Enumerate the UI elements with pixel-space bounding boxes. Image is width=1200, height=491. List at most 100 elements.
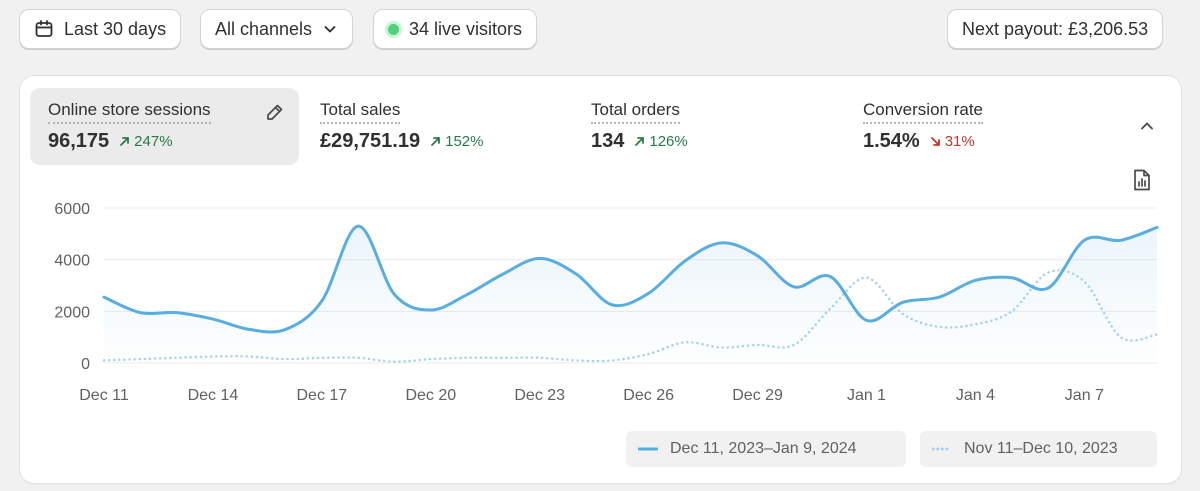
metric-change: 31% — [930, 133, 975, 150]
comparison-data-point — [1045, 270, 1051, 276]
live-dot-icon — [388, 23, 399, 35]
primary-data-point — [319, 298, 325, 304]
metric-label: Total orders — [591, 100, 680, 124]
x-tick-label: Dec 23 — [514, 387, 565, 404]
metric-label: Conversion rate — [863, 100, 984, 124]
x-tick-label: Dec 20 — [405, 387, 456, 404]
primary-data-point — [210, 316, 216, 322]
comparison-data-point — [428, 356, 434, 362]
primary-data-point — [355, 223, 361, 229]
metric-change-value: 31% — [944, 133, 975, 150]
metric-total-sales[interactable]: Total sales £29,751.19 152% — [302, 88, 562, 165]
primary-data-point — [246, 326, 252, 332]
y-tick-label: 4000 — [54, 253, 90, 270]
x-tick-label: Dec 26 — [623, 387, 674, 404]
pencil-icon[interactable] — [265, 102, 285, 127]
chevron-up-icon[interactable] — [1137, 116, 1157, 141]
primary-data-point — [791, 284, 797, 290]
comparison-data-point — [791, 342, 797, 348]
comparison-data-point — [936, 324, 942, 330]
arrow-up-right-icon — [635, 137, 645, 146]
metric-change: 126% — [634, 133, 688, 150]
chevron-down-icon — [322, 21, 338, 37]
x-tick-label: Dec 29 — [732, 387, 783, 404]
comparison-data-point — [500, 355, 506, 361]
primary-data-point — [391, 292, 397, 298]
comparison-data-point — [1118, 334, 1124, 340]
date-range-button[interactable]: Last 30 days — [19, 9, 182, 49]
y-tick-label: 0 — [81, 356, 90, 373]
primary-data-point — [101, 294, 107, 300]
primary-data-point — [646, 290, 652, 296]
analytics-card: Online store sessions 96,175 247% Total … — [20, 76, 1181, 483]
x-tick-label: Jan 1 — [847, 387, 886, 404]
metric-value: 96,175 — [48, 130, 110, 152]
primary-data-point — [573, 271, 579, 277]
comparison-data-point — [210, 354, 216, 360]
primary-data-point — [972, 277, 978, 283]
metric-change: 247% — [119, 133, 173, 150]
primary-data-point — [864, 317, 870, 323]
comparison-data-point — [718, 345, 724, 351]
legend-solid-line-icon — [638, 447, 658, 451]
primary-data-point — [718, 240, 724, 246]
comparison-data-point — [573, 357, 579, 363]
arrow-up-right-icon — [431, 137, 441, 146]
primary-data-point — [1118, 237, 1124, 243]
primary-data-point — [1081, 237, 1087, 243]
metric-total-orders[interactable]: Total orders 134 126% — [573, 88, 833, 165]
metric-change: 152% — [430, 133, 483, 150]
comparison-data-point — [646, 351, 652, 357]
primary-data-point — [682, 258, 688, 264]
comparison-data-point — [755, 342, 761, 348]
comparison-data-point — [864, 275, 870, 281]
live-visitors-button[interactable]: 34 live visitors — [373, 9, 538, 49]
y-tick-label: 2000 — [54, 304, 90, 321]
comparison-data-point — [101, 357, 107, 363]
channels-dropdown[interactable]: All channels — [200, 9, 354, 49]
primary-data-point — [1009, 275, 1015, 281]
comparison-data-point — [1081, 279, 1087, 285]
primary-data-point — [900, 299, 906, 305]
primary-data-point — [464, 292, 470, 298]
comparison-data-point — [174, 355, 180, 361]
comparison-data-point — [609, 357, 615, 363]
x-tick-label: Jan 4 — [956, 387, 995, 404]
metric-label: Online store sessions — [48, 100, 211, 124]
primary-data-point — [283, 326, 289, 332]
next-payout-label: Next payout: £3,206.53 — [962, 18, 1149, 39]
legend-current-period[interactable]: Dec 11, 2023–Jan 9, 2024 — [626, 431, 906, 467]
comparison-data-point — [283, 356, 289, 362]
legend-comparison-period[interactable]: Nov 11–Dec 10, 2023 — [920, 431, 1157, 467]
x-tick-label: Dec 11 — [79, 387, 129, 404]
arrow-down-right-icon — [930, 137, 940, 146]
metric-label: Total sales — [320, 100, 401, 124]
next-payout-button[interactable]: Next payout: £3,206.53 — [947, 9, 1164, 49]
metric-change-value: 247% — [134, 133, 173, 150]
export-report-icon[interactable] — [1131, 168, 1153, 197]
comparison-data-point — [355, 355, 361, 361]
calendar-icon — [34, 19, 54, 39]
comparison-data-point — [900, 311, 906, 317]
x-tick-label: Dec 14 — [188, 387, 239, 404]
metric-conversion-rate[interactable]: Conversion rate 1.54% 31% — [845, 88, 1105, 165]
comparison-data-point — [537, 355, 543, 361]
legend-label: Nov 11–Dec 10, 2023 — [964, 440, 1118, 457]
primary-data-point — [1154, 224, 1160, 230]
primary-data-point — [827, 273, 833, 279]
x-tick-label: Jan 7 — [1065, 387, 1104, 404]
comparison-data-point — [319, 355, 325, 361]
y-tick-label: 6000 — [54, 201, 90, 218]
primary-data-point — [500, 271, 506, 277]
comparison-data-point — [1009, 308, 1015, 314]
primary-data-point — [755, 253, 761, 259]
date-range-label: Last 30 days — [64, 18, 167, 39]
metric-change-value: 152% — [445, 133, 484, 150]
comparison-series-line — [102, 269, 1159, 363]
legend-dotted-line-icon — [932, 447, 952, 451]
primary-data-point — [936, 294, 942, 300]
metric-online-store-sessions[interactable]: Online store sessions 96,175 247% — [30, 88, 299, 165]
x-tick-label: Dec 17 — [297, 387, 348, 404]
comparison-data-point — [464, 355, 470, 361]
comparison-data-point — [682, 339, 688, 345]
